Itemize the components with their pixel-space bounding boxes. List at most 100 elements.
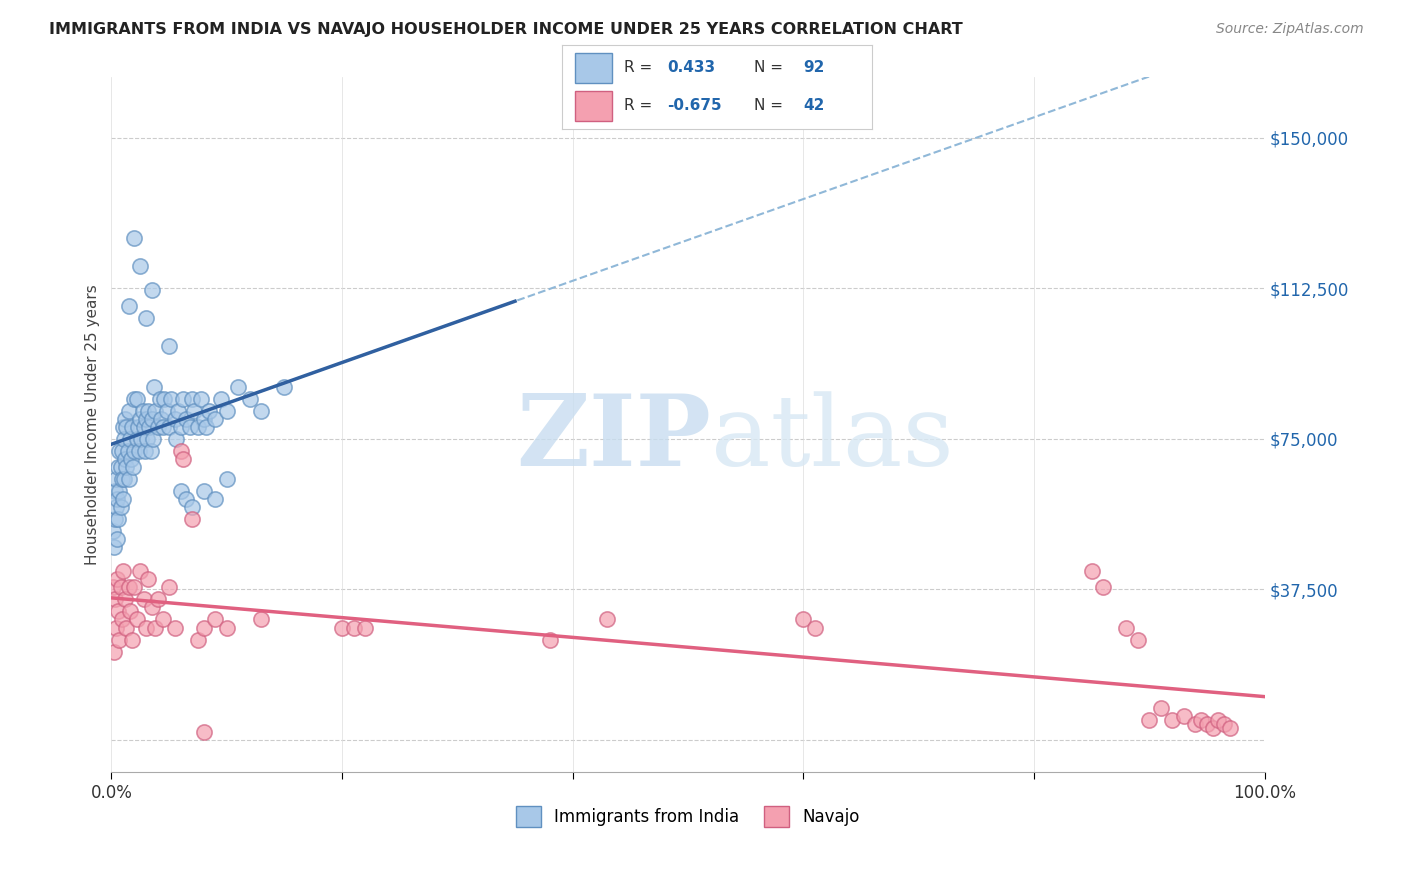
- Point: [129, 564, 152, 578]
- Point: [111, 443, 134, 458]
- Point: [136, 432, 159, 446]
- Point: [163, 620, 186, 634]
- Point: [107, 512, 129, 526]
- Point: [157, 419, 180, 434]
- Point: [111, 612, 134, 626]
- Point: [792, 612, 814, 626]
- Point: [1137, 713, 1160, 727]
- Point: [110, 459, 132, 474]
- Point: [105, 572, 128, 586]
- Point: [111, 491, 134, 506]
- Point: [135, 311, 157, 326]
- Point: [110, 500, 132, 514]
- Point: [124, 580, 146, 594]
- Point: [132, 592, 155, 607]
- Point: [141, 283, 163, 297]
- Point: [152, 419, 174, 434]
- Point: [169, 483, 191, 498]
- Point: [112, 472, 135, 486]
- Point: [108, 483, 131, 498]
- Point: [142, 432, 165, 446]
- Point: [149, 392, 172, 406]
- Point: [136, 403, 159, 417]
- Point: [125, 432, 148, 446]
- Point: [118, 403, 141, 417]
- Point: [105, 532, 128, 546]
- Point: [103, 540, 125, 554]
- Point: [118, 472, 141, 486]
- Point: [101, 524, 124, 538]
- Point: [139, 443, 162, 458]
- Point: [115, 459, 138, 474]
- Point: [193, 483, 215, 498]
- Text: ZIP: ZIP: [516, 390, 711, 487]
- Bar: [575, 91, 612, 120]
- Point: [1202, 721, 1225, 735]
- Point: [190, 392, 212, 406]
- Point: [172, 392, 194, 406]
- Point: [114, 592, 136, 607]
- Point: [153, 392, 176, 406]
- Point: [250, 612, 273, 626]
- Point: [187, 632, 209, 647]
- Point: [239, 392, 262, 406]
- Point: [124, 231, 146, 245]
- Point: [141, 600, 163, 615]
- Point: [135, 620, 157, 634]
- Point: [1219, 721, 1241, 735]
- Point: [1115, 620, 1137, 634]
- Point: [118, 299, 141, 313]
- Point: [108, 443, 131, 458]
- Point: [125, 612, 148, 626]
- Point: [104, 592, 127, 607]
- Point: [114, 451, 136, 466]
- Point: [330, 620, 353, 634]
- Point: [1208, 713, 1230, 727]
- Point: [273, 379, 295, 393]
- Point: [193, 620, 215, 634]
- Point: [136, 572, 159, 586]
- Point: [104, 483, 127, 498]
- Point: [112, 432, 135, 446]
- Point: [129, 411, 152, 425]
- Point: [342, 620, 364, 634]
- Point: [118, 604, 141, 618]
- Point: [250, 403, 273, 417]
- Point: [108, 632, 131, 647]
- Text: R =: R =: [624, 60, 662, 75]
- Point: [118, 432, 141, 446]
- Point: [167, 403, 190, 417]
- Point: [169, 443, 191, 458]
- Point: [179, 419, 201, 434]
- Point: [115, 620, 138, 634]
- Point: [128, 443, 150, 458]
- Point: [107, 604, 129, 618]
- Point: [105, 472, 128, 486]
- Text: IMMIGRANTS FROM INDIA VS NAVAJO HOUSEHOLDER INCOME UNDER 25 YEARS CORRELATION CH: IMMIGRANTS FROM INDIA VS NAVAJO HOUSEHOL…: [49, 22, 963, 37]
- Point: [121, 419, 143, 434]
- Point: [110, 580, 132, 594]
- Point: [181, 392, 204, 406]
- Point: [146, 419, 169, 434]
- Point: [204, 491, 226, 506]
- Point: [124, 392, 146, 406]
- Point: [172, 451, 194, 466]
- Point: [107, 459, 129, 474]
- Point: [160, 392, 183, 406]
- Point: [1161, 713, 1184, 727]
- Point: [169, 419, 191, 434]
- Point: [131, 403, 153, 417]
- Point: [104, 512, 127, 526]
- Point: [1213, 717, 1236, 731]
- Point: [596, 612, 619, 626]
- Point: [111, 564, 134, 578]
- Point: [105, 620, 128, 634]
- Point: [143, 403, 166, 417]
- Point: [127, 419, 149, 434]
- Point: [176, 491, 198, 506]
- Point: [157, 339, 180, 353]
- Point: [157, 580, 180, 594]
- Point: [181, 512, 204, 526]
- Point: [122, 459, 145, 474]
- Point: [138, 419, 160, 434]
